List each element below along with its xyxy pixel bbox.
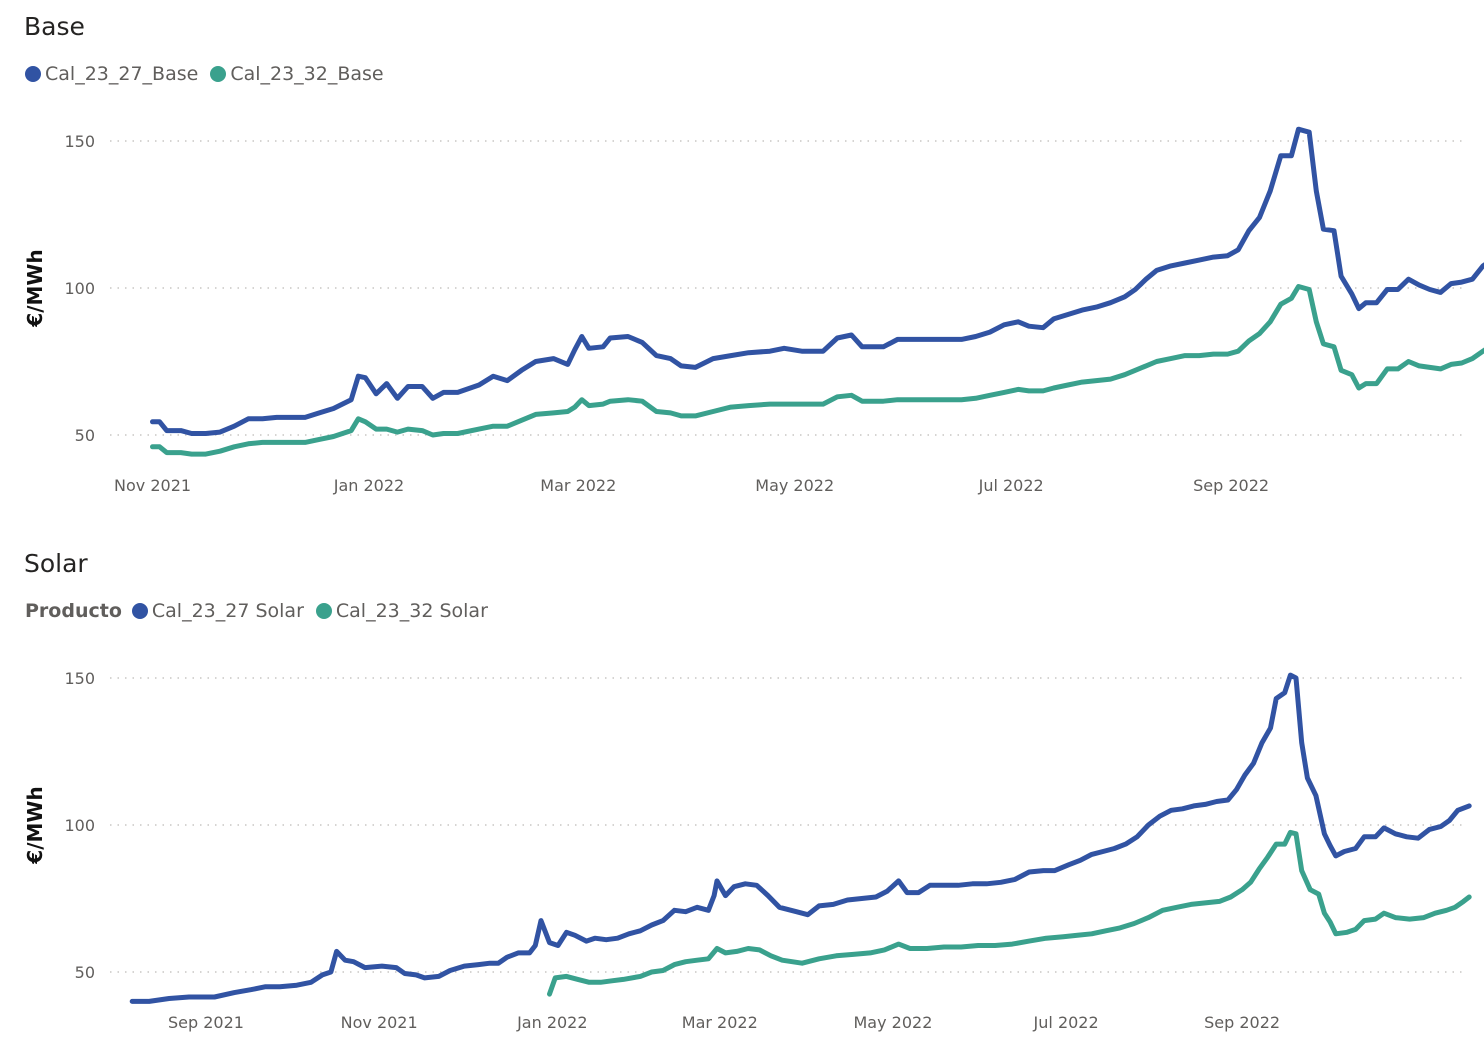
x-tick-label: May 2022 bbox=[755, 476, 834, 495]
series-line[interactable] bbox=[129, 672, 1472, 1004]
y-tick-label: 50 bbox=[75, 963, 95, 982]
x-tick-label: Sep 2021 bbox=[168, 1013, 244, 1032]
legend-label: Cal_23_27 Solar bbox=[151, 600, 304, 622]
x-tick-label: May 2022 bbox=[854, 1013, 933, 1032]
line-chart-base: 50 100 150 €/MWh Nov 2021 Jan 2022 Mar 2022 May… bbox=[23, 126, 1484, 495]
legend-item[interactable]: Cal_23_32 Solar bbox=[315, 600, 488, 622]
legend-label: Cal_23_32_Base bbox=[230, 63, 384, 85]
legend-marker bbox=[25, 66, 41, 82]
legend-marker bbox=[131, 603, 148, 619]
y-tick-label: 50 bbox=[75, 426, 95, 445]
x-tick-label: Sep 2022 bbox=[1204, 1013, 1280, 1032]
legend-item[interactable]: Cal_23_32_Base bbox=[210, 63, 384, 85]
chart-legend: Producto Cal_23_27 Solar Cal_23_32 Solar bbox=[25, 600, 500, 622]
legend-marker bbox=[315, 603, 332, 619]
x-tick-label: Sep 2022 bbox=[1193, 476, 1269, 495]
legend-title: Producto bbox=[25, 600, 122, 622]
line-chart-solar: 50 100 150 €/MWh Sep 2021 Nov 2021 Jan 2022 Mar… bbox=[23, 669, 1472, 1032]
chart-panel-solar: Solar Producto Cal_23_27 Solar Cal_23_32… bbox=[0, 537, 1484, 1060]
y-tick-label: 100 bbox=[64, 816, 95, 835]
y-tick-label: 100 bbox=[64, 279, 95, 298]
x-tick-label: Nov 2021 bbox=[114, 476, 191, 495]
chart-legend: Cal_23_27_Base Cal_23_32_Base bbox=[25, 63, 396, 85]
legend-label: Cal_23_32 Solar bbox=[335, 600, 488, 622]
series-line[interactable] bbox=[150, 126, 1484, 436]
y-tick-label: 150 bbox=[64, 132, 95, 151]
y-tick-label: 150 bbox=[64, 669, 95, 688]
series-line[interactable] bbox=[547, 829, 1472, 997]
x-tick-label: Jan 2022 bbox=[333, 476, 404, 495]
chart-title: Solar bbox=[24, 549, 88, 578]
x-tick-label: Mar 2022 bbox=[682, 1013, 758, 1032]
x-tick-label: Jul 2022 bbox=[978, 476, 1044, 495]
chart-title: Base bbox=[24, 12, 85, 41]
legend-label: Cal_23_27_Base bbox=[45, 63, 199, 85]
legend-item[interactable]: Cal_23_27 Solar bbox=[131, 600, 304, 622]
legend-marker bbox=[210, 66, 227, 82]
x-tick-label: Nov 2021 bbox=[341, 1013, 418, 1032]
chart-panel-base: Base Cal_23_27_Base Cal_23_32_Base 50 100… bbox=[23, 12, 1484, 495]
series-line[interactable] bbox=[150, 284, 1484, 457]
x-tick-label: Mar 2022 bbox=[540, 476, 616, 495]
y-axis-title: €/MWh bbox=[23, 786, 47, 864]
legend-item[interactable]: Cal_23_27_Base bbox=[25, 63, 198, 85]
x-tick-label: Jul 2022 bbox=[1033, 1013, 1099, 1032]
x-tick-label: Jan 2022 bbox=[516, 1013, 587, 1032]
y-axis-title: €/MWh bbox=[23, 249, 47, 327]
